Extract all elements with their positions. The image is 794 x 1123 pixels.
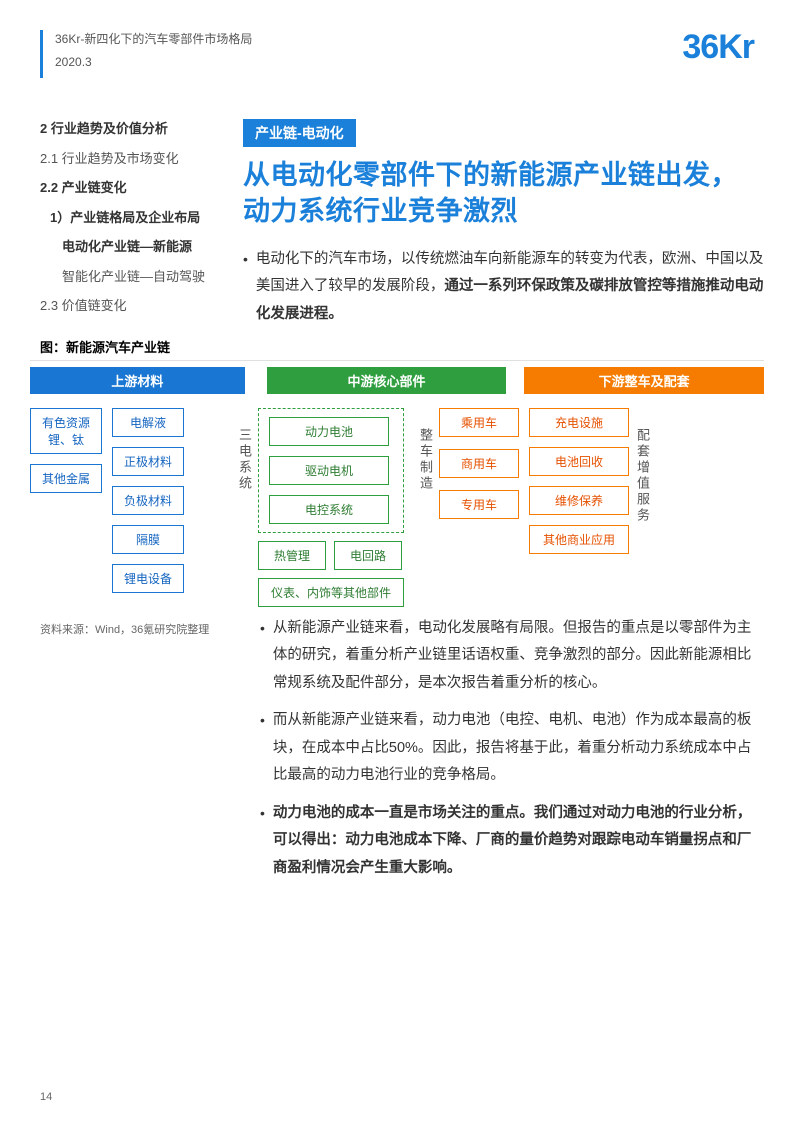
box-battery: 动力电池 (269, 417, 389, 446)
three-electric-group: 动力电池 驱动电机 电控系统 (258, 408, 404, 533)
source-note: 资料来源：Wind，36氪研究院整理 (0, 615, 260, 637)
downstream-column: 整车制造 乘用车 商用车 专用车 充电设施 电池回收 维修保养 其他商业应用 配… (412, 408, 656, 607)
nav-section-2-2-1: 1）产业链格局及企业布局 (40, 208, 225, 228)
bullet-dot-icon: • (260, 615, 265, 698)
box-separator: 隔膜 (112, 525, 184, 554)
header-date: 2020.3 (55, 55, 754, 69)
box-anode: 负极材料 (112, 486, 184, 515)
midstream-column: 三电系统 动力电池 驱动电机 电控系统 热管理 电回路 仪表、内饰等其他部件 (231, 408, 404, 607)
bullet-dot-icon: • (243, 246, 248, 329)
label-vehicle: 整车制造 (412, 408, 439, 607)
label-services: 配套增值服务 (629, 408, 656, 607)
box-special: 专用车 (439, 490, 519, 519)
box-metals: 其他金属 (30, 464, 102, 493)
box-circuit: 电回路 (334, 541, 402, 570)
bullet-2-text: 从新能源产业链来看，电动化发展略有局限。但报告的重点是以零部件为主体的研究，着重… (273, 615, 764, 698)
box-lithium: 有色资源 锂、钛 (30, 408, 102, 454)
label-three-electric: 三电系统 (231, 408, 258, 607)
box-other-parts: 仪表、内饰等其他部件 (258, 578, 404, 607)
header-downstream: 下游整车及配套 (524, 367, 764, 394)
nav-current-page: 电动化产业链—新能源 (40, 237, 225, 257)
box-cathode: 正极材料 (112, 447, 184, 476)
header-accent-bar (40, 30, 43, 78)
box-recycling: 电池回收 (529, 447, 629, 476)
nav-section-2-2: 2.2 产业链变化 (40, 178, 225, 198)
box-control: 电控系统 (269, 495, 389, 524)
box-commercial: 商用车 (439, 449, 519, 478)
bullet-1: • 电动化下的汽车市场，以传统燃油车向新能源车的转变为代表，欧洲、中国以及美国进… (243, 246, 764, 329)
figure-caption: 图：新能源汽车产业链 (40, 337, 794, 356)
lower-bullets: • 从新能源产业链来看，电动化发展略有局限。但报告的重点是以零部件为主体的研究，… (260, 615, 764, 883)
box-electrolyte: 电解液 (112, 408, 184, 437)
nav-section-2-3: 2.3 价值链变化 (40, 296, 225, 316)
header-upstream: 上游材料 (30, 367, 245, 394)
box-maintenance: 维修保养 (529, 486, 629, 515)
box-equipment: 锂电设备 (112, 564, 184, 593)
box-motor: 驱动电机 (269, 456, 389, 485)
bullet-dot-icon: • (260, 707, 265, 790)
bullet-1-text: 电动化下的汽车市场，以传统燃油车向新能源车的转变为代表，欧洲、中国以及美国进入了… (256, 246, 764, 329)
upstream-column: 有色资源 锂、钛 其他金属 电解液 正极材料 负极材料 隔膜 锂电设备 (30, 408, 225, 607)
header-midstream: 中游核心部件 (267, 367, 507, 394)
nav-next-page: 智能化产业链—自动驾驶 (40, 267, 225, 287)
page-header: 36Kr-新四化下的汽车零部件市场格局 2020.3 36Kr (0, 0, 794, 79)
supply-chain-diagram: 上游材料 中游核心部件 下游整车及配套 有色资源 锂、钛 其他金属 电解液 正极… (0, 360, 794, 615)
bullet-2: • 从新能源产业链来看，电动化发展略有局限。但报告的重点是以零部件为主体的研究，… (260, 615, 764, 698)
toc-sidebar: 2 行业趋势及价值分析 2.1 行业趋势及市场变化 2.2 产业链变化 1）产业… (40, 119, 225, 329)
bullet-3-text: 而从新能源产业链来看，动力电池（电控、电机、电池）作为成本最高的板块，在成本中占… (273, 707, 764, 790)
box-charging: 充电设施 (529, 408, 629, 437)
page-number: 14 (40, 1091, 52, 1103)
bullet-3: • 而从新能源产业链来看，动力电池（电控、电机、电池）作为成本最高的板块，在成本… (260, 707, 764, 790)
logo-36kr: 36Kr (682, 28, 754, 67)
box-passenger: 乘用车 (439, 408, 519, 437)
chain-headers: 上游材料 中游核心部件 下游整车及配套 (30, 360, 764, 394)
bullet-dot-icon: • (260, 800, 265, 883)
header-title: 36Kr-新四化下的汽车零部件市场格局 (55, 30, 754, 47)
bullet-4: • 动力电池的成本一直是市场关注的重点。我们通过对动力电池的行业分析，可以得出：… (260, 800, 764, 883)
nav-section-2-1: 2.1 行业趋势及市场变化 (40, 149, 225, 169)
nav-section-2: 2 行业趋势及价值分析 (40, 119, 225, 139)
page-headline: 从电动化零部件下的新能源产业链出发，动力系统行业竞争激烈 (243, 157, 764, 230)
box-other-biz: 其他商业应用 (529, 525, 629, 554)
bullet-4-text: 动力电池的成本一直是市场关注的重点。我们通过对动力电池的行业分析，可以得出：动力… (273, 800, 764, 883)
box-thermal: 热管理 (258, 541, 326, 570)
main-content: 产业链-电动化 从电动化零部件下的新能源产业链出发，动力系统行业竞争激烈 • 电… (243, 119, 764, 329)
section-tag: 产业链-电动化 (243, 119, 356, 147)
